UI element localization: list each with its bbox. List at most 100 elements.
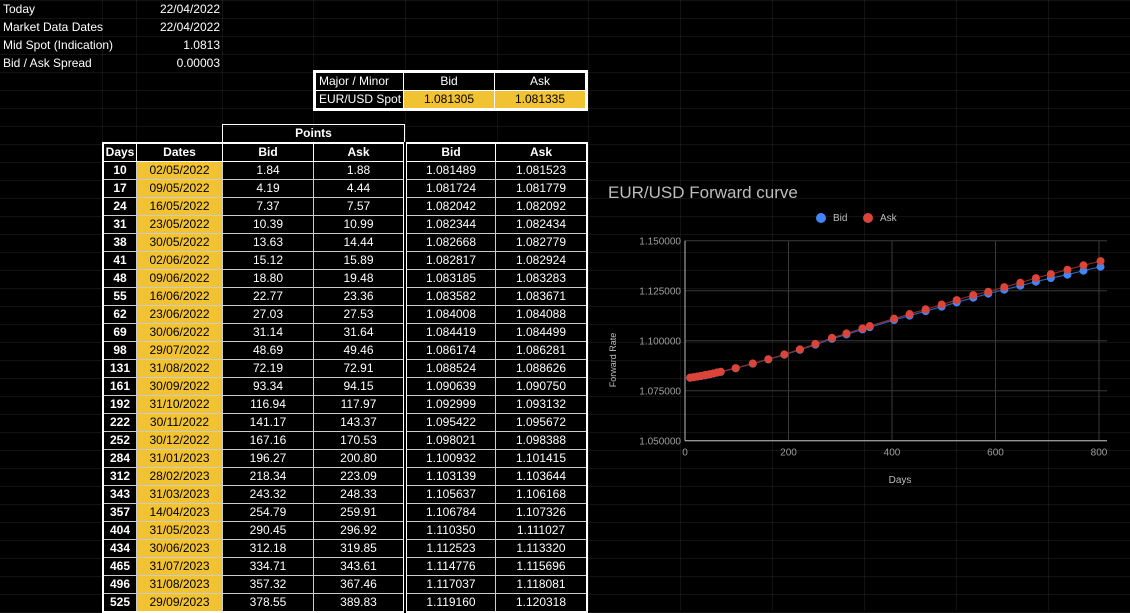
cell-days[interactable]: 161 (102, 377, 137, 396)
cell-points-ask[interactable]: 389.83 (313, 593, 406, 613)
cell-rate-ask[interactable]: 1.095672 (495, 413, 588, 432)
point-ask[interactable] (748, 359, 757, 368)
cell-points-ask[interactable]: 117.97 (313, 395, 406, 414)
spot-pair[interactable]: EUR/USD Spot (314, 90, 404, 110)
spot-bid[interactable]: 1.081305 (403, 90, 495, 110)
cell-days[interactable]: 17 (102, 179, 137, 198)
cell-points-ask[interactable]: 296.92 (313, 521, 406, 540)
cell-rate-bid[interactable]: 1.106784 (403, 503, 496, 522)
cell-points-ask[interactable]: 31.64 (313, 323, 406, 342)
cell-rate-ask[interactable]: 1.090750 (495, 377, 588, 396)
cell-date[interactable]: 30/06/2023 (136, 539, 223, 558)
cell-date[interactable]: 14/04/2023 (136, 503, 223, 522)
cell-days[interactable]: 192 (102, 395, 137, 414)
cell-points-ask[interactable]: 319.85 (313, 539, 406, 558)
point-ask[interactable] (827, 333, 836, 342)
point-ask[interactable] (1063, 265, 1072, 274)
cell-rate-bid[interactable]: 1.082668 (403, 233, 496, 252)
cell-rate-ask[interactable]: 1.082779 (495, 233, 588, 252)
point-ask[interactable] (795, 345, 804, 354)
cell-rate-ask[interactable]: 1.107326 (495, 503, 588, 522)
cell-days[interactable]: 69 (102, 323, 137, 342)
cell-points-bid[interactable]: 22.77 (222, 287, 314, 306)
cell-rate-ask[interactable]: 1.115696 (495, 557, 588, 576)
cell-points-ask[interactable]: 223.09 (313, 467, 406, 486)
cell-points-bid[interactable]: 167.16 (222, 431, 314, 450)
cell-rate-bid[interactable]: 1.100932 (403, 449, 496, 468)
cell-points-ask[interactable]: 259.91 (313, 503, 406, 522)
cell-days[interactable]: 31 (102, 215, 137, 234)
cell-days[interactable]: 496 (102, 575, 137, 594)
point-ask[interactable] (764, 355, 773, 364)
cell-days[interactable]: 312 (102, 467, 137, 486)
cell-points-ask[interactable]: 1.88 (313, 161, 406, 180)
cell-rate-ask[interactable]: 1.082924 (495, 251, 588, 270)
cell-points-bid[interactable]: 254.79 (222, 503, 314, 522)
cell-points-bid[interactable]: 378.55 (222, 593, 314, 613)
cell-rate-ask[interactable]: 1.082092 (495, 197, 588, 216)
cell-date[interactable]: 23/06/2022 (136, 305, 223, 324)
cell-date[interactable]: 09/06/2022 (136, 269, 223, 288)
cell-points-ask[interactable]: 27.53 (313, 305, 406, 324)
cell-date[interactable]: 30/05/2022 (136, 233, 223, 252)
cell-date[interactable]: 31/07/2023 (136, 557, 223, 576)
cell-points-ask[interactable]: 200.80 (313, 449, 406, 468)
cell-points-ask[interactable]: 248.33 (313, 485, 406, 504)
col-header-points-bid[interactable]: Bid (222, 142, 314, 162)
cell-rate-bid[interactable]: 1.081724 (403, 179, 496, 198)
cell-days[interactable]: 38 (102, 233, 137, 252)
cell-days[interactable]: 131 (102, 359, 137, 378)
cell-rate-ask[interactable]: 1.120318 (495, 593, 588, 613)
cell-rate-bid[interactable]: 1.112523 (403, 539, 496, 558)
info-today[interactable]: Today 22/04/2022 (0, 0, 222, 18)
point-ask[interactable] (858, 324, 867, 333)
cell-points-bid[interactable]: 7.37 (222, 197, 314, 216)
cell-days[interactable]: 55 (102, 287, 137, 306)
point-ask[interactable] (1031, 274, 1040, 283)
col-header-rate-bid[interactable]: Bid (403, 142, 496, 162)
cell-date[interactable]: 02/06/2022 (136, 251, 223, 270)
cell-days[interactable]: 24 (102, 197, 137, 216)
cell-date[interactable]: 23/05/2022 (136, 215, 223, 234)
cell-points-bid[interactable]: 72.19 (222, 359, 314, 378)
point-ask[interactable] (952, 296, 961, 305)
point-ask[interactable] (921, 305, 930, 314)
cell-points-ask[interactable]: 10.99 (313, 215, 406, 234)
cell-days[interactable]: 48 (102, 269, 137, 288)
cell-points-ask[interactable]: 7.57 (313, 197, 406, 216)
col-header-days[interactable]: Days (102, 142, 137, 162)
point-ask[interactable] (865, 322, 874, 331)
cell-date[interactable]: 30/11/2022 (136, 413, 223, 432)
cell-points-ask[interactable]: 72.91 (313, 359, 406, 378)
cell-date[interactable]: 16/06/2022 (136, 287, 223, 306)
cell-points-bid[interactable]: 10.39 (222, 215, 314, 234)
cell-rate-bid[interactable]: 1.119160 (403, 593, 496, 613)
cell-days[interactable]: 343 (102, 485, 137, 504)
info-market-data-dates[interactable]: Market Data Dates 22/04/2022 (0, 18, 222, 36)
cell-days[interactable]: 465 (102, 557, 137, 576)
cell-points-bid[interactable]: 27.03 (222, 305, 314, 324)
point-ask[interactable] (1046, 270, 1055, 279)
cell-points-ask[interactable]: 19.48 (313, 269, 406, 288)
cell-days[interactable]: 10 (102, 161, 137, 180)
forward-curve-chart[interactable]: EUR/USD Forward curve Bid Ask 1.050000 1.… (600, 170, 1130, 490)
cell-days[interactable]: 222 (102, 413, 137, 432)
cell-days[interactable]: 525 (102, 593, 137, 613)
cell-date[interactable]: 30/12/2022 (136, 431, 223, 450)
point-ask[interactable] (716, 367, 725, 376)
cell-points-ask[interactable]: 23.36 (313, 287, 406, 306)
cell-date[interactable]: 09/05/2022 (136, 179, 223, 198)
cell-points-bid[interactable]: 13.63 (222, 233, 314, 252)
cell-rate-bid[interactable]: 1.083582 (403, 287, 496, 306)
cell-rate-bid[interactable]: 1.088524 (403, 359, 496, 378)
cell-days[interactable]: 434 (102, 539, 137, 558)
cell-date[interactable]: 29/09/2023 (136, 593, 223, 613)
cell-points-bid[interactable]: 312.18 (222, 539, 314, 558)
cell-date[interactable]: 31/05/2023 (136, 521, 223, 540)
cell-points-ask[interactable]: 143.37 (313, 413, 406, 432)
cell-points-bid[interactable]: 116.94 (222, 395, 314, 414)
cell-date[interactable]: 31/08/2022 (136, 359, 223, 378)
cell-points-ask[interactable]: 367.46 (313, 575, 406, 594)
cell-rate-ask[interactable]: 1.111027 (495, 521, 588, 540)
cell-date[interactable]: 30/09/2022 (136, 377, 223, 396)
